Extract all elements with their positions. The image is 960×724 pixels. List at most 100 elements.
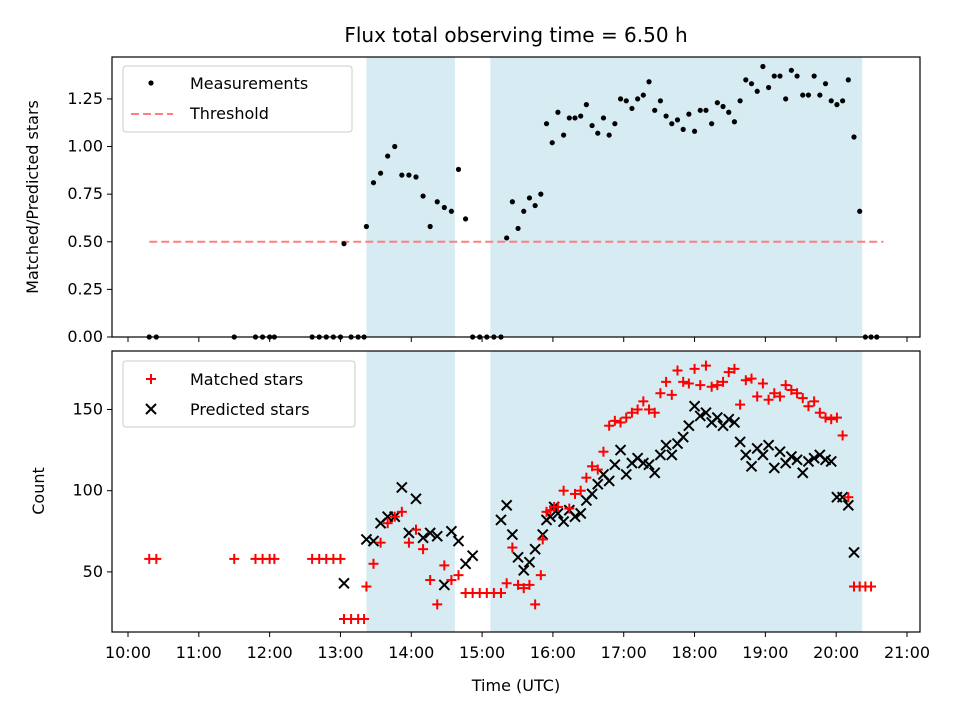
predicted-star-point bbox=[791, 454, 803, 466]
measurement-point bbox=[777, 73, 783, 79]
matched-star-point bbox=[649, 407, 660, 418]
measurement-point bbox=[851, 134, 857, 140]
predicted-star-point bbox=[797, 467, 809, 479]
matched-star-point bbox=[700, 360, 711, 371]
predicted-star-point bbox=[614, 444, 627, 456]
measurement-point bbox=[385, 153, 391, 159]
measurement-point bbox=[674, 117, 681, 123]
predicted-star-point bbox=[529, 543, 541, 555]
matched-star-point bbox=[712, 380, 723, 391]
matched-star-point bbox=[569, 488, 580, 499]
measurement-point bbox=[788, 67, 794, 73]
predicted-star-point bbox=[694, 410, 706, 422]
measurement-point bbox=[709, 121, 715, 127]
matched-star-point bbox=[446, 575, 457, 586]
matched-star-point bbox=[564, 503, 575, 514]
matched-star-point bbox=[615, 417, 626, 428]
predicted-star-point bbox=[620, 468, 632, 481]
measurement-point bbox=[617, 96, 624, 102]
predicted-star-point bbox=[367, 535, 380, 547]
matched-star-point bbox=[389, 511, 400, 522]
top-legend: Measurements Threshold bbox=[122, 65, 353, 133]
predicted-star-point bbox=[688, 400, 701, 412]
matched-star-point bbox=[723, 367, 734, 378]
measurement-point bbox=[754, 88, 760, 94]
x-tick-label: 20:00 bbox=[813, 643, 859, 662]
x-tick-label: 17:00 bbox=[601, 643, 647, 662]
matched-star-point bbox=[809, 396, 820, 407]
predicted-star-point bbox=[723, 413, 735, 425]
measurement-point bbox=[811, 73, 817, 79]
predicted-star-point bbox=[586, 488, 598, 500]
measurement-point bbox=[595, 130, 601, 136]
predicted-star-point bbox=[660, 439, 672, 451]
measurement-point bbox=[652, 107, 658, 113]
shaded-interval-1 bbox=[366, 57, 455, 337]
measurement-point bbox=[341, 241, 347, 247]
predicted-star-point bbox=[506, 528, 519, 541]
matched-star-point bbox=[396, 506, 407, 517]
predicted-star-point bbox=[438, 579, 451, 591]
measurement-point bbox=[760, 63, 766, 70]
predicted-star-point bbox=[728, 416, 741, 429]
measurement-point bbox=[515, 225, 521, 232]
predicted-star-point bbox=[557, 515, 570, 528]
bottom-y-tick-label: 100 bbox=[72, 481, 103, 500]
matched-star-point bbox=[746, 373, 757, 384]
matched-star-point bbox=[361, 581, 372, 592]
measurement-point bbox=[623, 98, 629, 104]
matched-star-point bbox=[792, 388, 803, 399]
matched-star-point bbox=[803, 401, 814, 412]
shaded-interval-2 bbox=[490, 57, 863, 337]
matched-star-point bbox=[769, 388, 780, 399]
matched-star-point bbox=[229, 553, 240, 564]
predicted-star-point bbox=[523, 556, 536, 568]
matched-star-point bbox=[666, 389, 677, 400]
predicted-star-point bbox=[431, 530, 443, 542]
top-y-tick-label: 0.50 bbox=[67, 232, 103, 251]
measurement-point bbox=[743, 77, 749, 83]
predicted-star-point bbox=[643, 458, 655, 471]
shaded-interval-1 bbox=[366, 351, 455, 632]
matched-star-point bbox=[587, 461, 598, 472]
matched-star-point bbox=[495, 588, 506, 599]
top-y-tick-label: 1.25 bbox=[67, 89, 103, 108]
matched-star-point bbox=[558, 485, 569, 496]
bottom-plot-frame bbox=[111, 350, 921, 633]
measurement-point bbox=[691, 128, 698, 134]
measurement-point bbox=[589, 122, 595, 129]
predicted-star-point bbox=[512, 551, 524, 563]
matched-star-point bbox=[797, 393, 808, 404]
matched-star-point bbox=[598, 446, 609, 457]
measurement-point bbox=[612, 121, 618, 127]
measurement-point bbox=[703, 107, 709, 113]
measurement-point bbox=[561, 132, 567, 138]
legend-matched-marker bbox=[146, 374, 156, 384]
measurement-point bbox=[538, 191, 544, 197]
x-tick-label: 12:00 bbox=[247, 643, 293, 662]
measurement-point bbox=[669, 121, 675, 127]
matched-star-point bbox=[151, 553, 162, 564]
matched-star-point bbox=[661, 376, 672, 387]
predicted-star-point bbox=[569, 510, 581, 523]
matched-star-point bbox=[375, 537, 386, 548]
predicted-star-point bbox=[711, 411, 724, 424]
measurement-point bbox=[765, 84, 772, 91]
measurement-point bbox=[572, 115, 578, 121]
matched-star-point bbox=[729, 363, 740, 374]
legend-threshold-label: Threshold bbox=[189, 104, 269, 123]
top-y-tick-label: 0.25 bbox=[67, 279, 103, 298]
predicted-star-point bbox=[825, 455, 837, 468]
predicted-star-point bbox=[802, 455, 815, 468]
measurement-point bbox=[845, 77, 851, 83]
predicted-star-point bbox=[609, 458, 621, 471]
matched-star-point bbox=[359, 614, 370, 625]
measurement-point bbox=[363, 223, 370, 230]
top-y-tick-label: 0.00 bbox=[67, 327, 103, 346]
measurement-point bbox=[406, 172, 412, 178]
matched-star-point bbox=[581, 472, 592, 483]
bottom-legend: Matched stars Predicted stars bbox=[122, 360, 356, 428]
predicted-star-point bbox=[762, 439, 775, 451]
measurement-point bbox=[600, 115, 607, 121]
predicted-star-point bbox=[842, 499, 855, 512]
